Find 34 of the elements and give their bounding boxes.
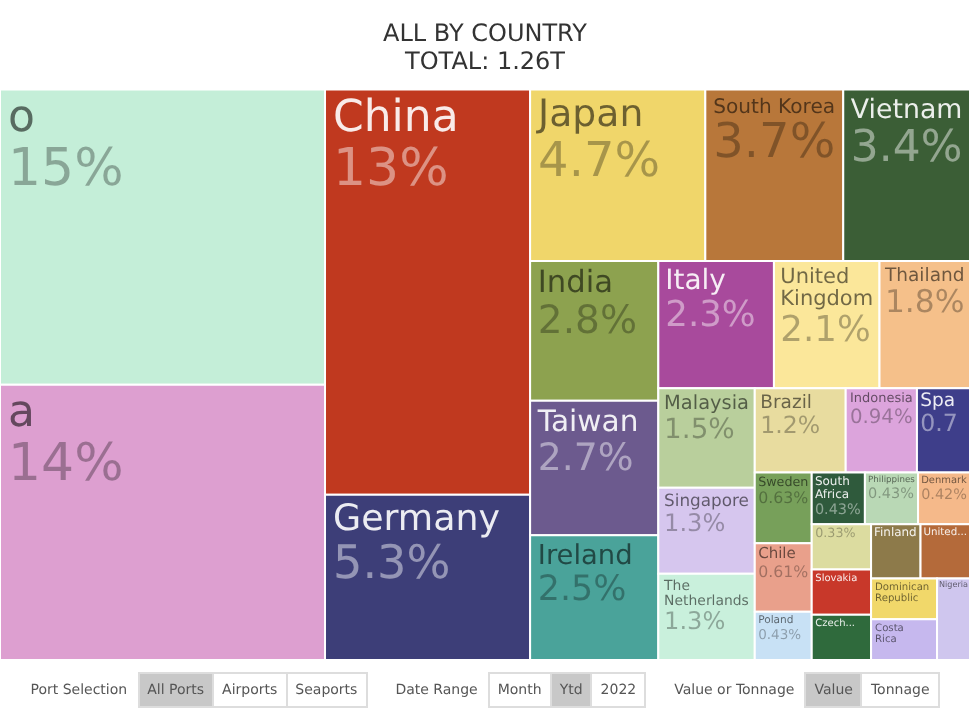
data-label: 1.3% — [664, 509, 726, 538]
data-label: 14% — [8, 434, 124, 495]
text: ALL BY COUNTRY — [383, 18, 589, 47]
data-label: 1.8% — [884, 281, 965, 320]
data-label: 0.7 — [920, 408, 958, 437]
category-label: Singapore — [664, 490, 749, 511]
category-label: South Korea — [713, 96, 836, 119]
text: TOTAL: 1.26T — [403, 47, 567, 76]
category-label: Thailand — [882, 264, 965, 287]
data-label: 4.7% — [538, 131, 661, 188]
data-label: 13% — [333, 139, 449, 200]
category-label: Malaysia — [664, 392, 750, 415]
data-label: 1.2% — [760, 411, 821, 440]
category-label: Ireland — [537, 539, 633, 572]
data-label: 15% — [8, 139, 124, 200]
category-label: a — [8, 388, 35, 439]
category-label: China — [333, 93, 459, 144]
category-label: o — [8, 93, 35, 144]
category-label: Japan — [536, 92, 644, 137]
data-label: 0.94% — [849, 407, 913, 430]
category-label: Taiwan — [535, 404, 639, 439]
data-label: 1.3% — [664, 607, 726, 636]
data-label: 5.3% — [333, 538, 451, 591]
data-label: 2.3% — [665, 294, 756, 337]
data-label: 2.7% — [537, 438, 634, 481]
data-label: 3.4% — [850, 122, 963, 173]
category-label: United Kingdom — [780, 265, 874, 312]
category-label: Spa — [920, 389, 956, 412]
category-label: India — [537, 264, 614, 301]
data-label: 2.1% — [780, 308, 871, 351]
category-label: Vietnam — [850, 95, 963, 126]
category-label: Germany — [333, 498, 501, 541]
category-label: Brazil — [760, 391, 812, 414]
category-label: Italy — [665, 265, 726, 298]
